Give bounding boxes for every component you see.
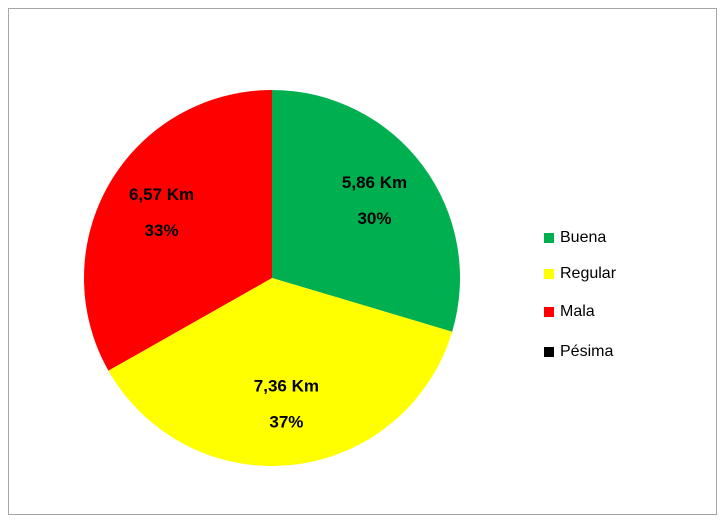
pie-slice <box>108 278 453 466</box>
legend-swatch <box>544 307 554 317</box>
legend-label: Buena <box>560 229 606 246</box>
legend-swatch <box>544 347 554 357</box>
legend-label: Regular <box>560 265 617 282</box>
legend-swatch <box>544 233 554 243</box>
data-label: 7,36 Km <box>254 377 319 396</box>
percent-label: 37% <box>269 413 303 432</box>
pie-slice <box>84 90 272 371</box>
legend-label: Mala <box>560 303 595 320</box>
data-label: 5,86 Km <box>342 173 407 192</box>
data-label: 6,57 Km <box>129 185 194 204</box>
pie-slice <box>272 90 461 332</box>
percent-label: 30% <box>357 209 391 228</box>
legend-label: Pésima <box>560 343 613 360</box>
percent-label: 33% <box>145 221 179 240</box>
legend-swatch <box>544 269 554 279</box>
